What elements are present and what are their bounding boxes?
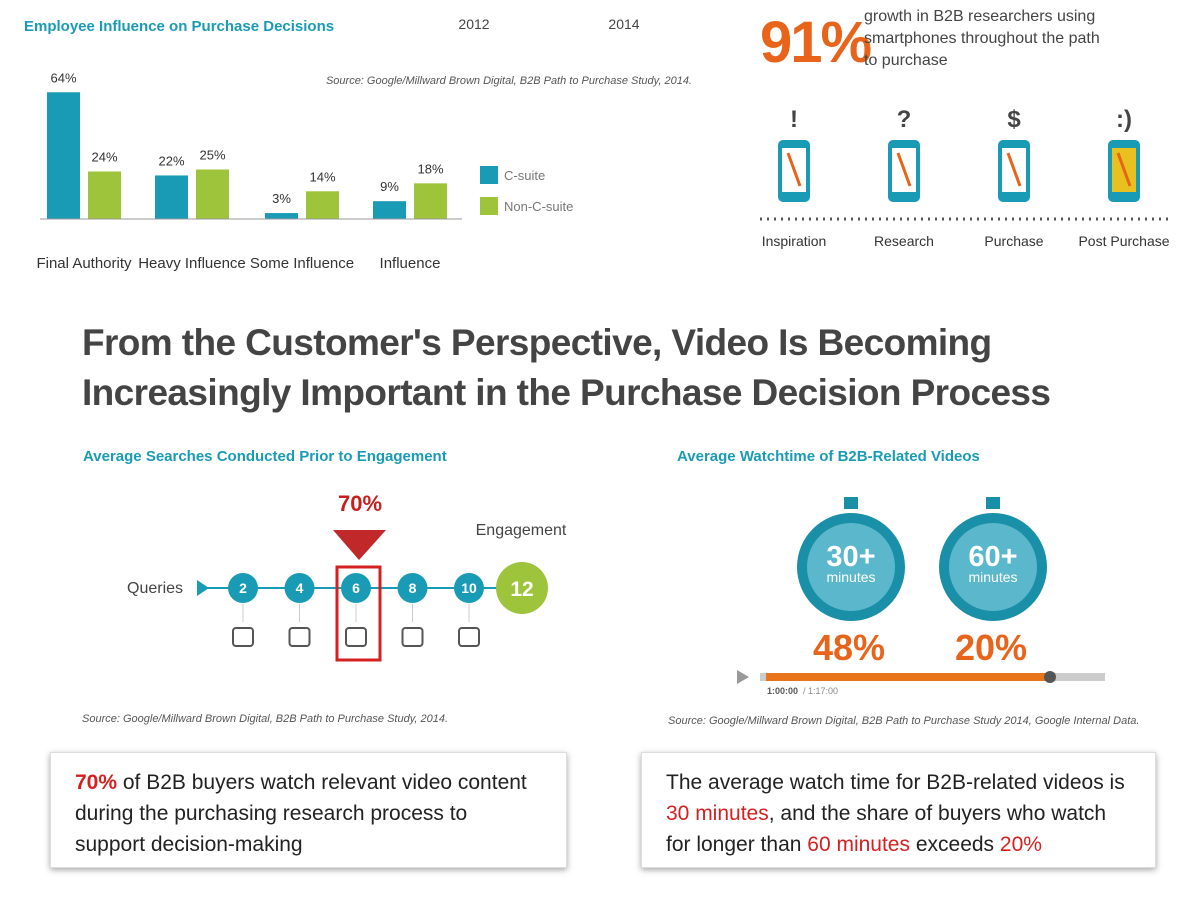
legend-label: Non-C-suite xyxy=(504,199,573,214)
value-label: 25% xyxy=(199,148,225,163)
duration: / 1:17:00 xyxy=(803,686,838,696)
value-label: 24% xyxy=(91,149,117,164)
value-label: 9% xyxy=(380,179,399,194)
callout: 70% of B2B buyers watch relevant video c… xyxy=(50,752,567,868)
callout-text: 20% xyxy=(999,833,1042,856)
step-circle xyxy=(454,573,484,603)
stage-label: Purchase xyxy=(984,233,1043,249)
step-icon xyxy=(288,627,311,647)
play-icon xyxy=(737,670,749,684)
end-label: Engagement xyxy=(476,522,567,539)
phone-glyph xyxy=(896,152,912,187)
stage-symbol: $ xyxy=(1007,106,1021,133)
phone-glyph xyxy=(1006,152,1022,187)
bar xyxy=(265,213,298,219)
legend-label: C-suite xyxy=(504,168,545,183)
step-icon xyxy=(345,627,367,647)
stage-symbol: :) xyxy=(1116,106,1132,133)
step-circle xyxy=(341,573,371,603)
step-value: 8 xyxy=(409,580,417,596)
stat-description: growth in B2B researchers using smartpho… xyxy=(864,8,1100,69)
bar xyxy=(414,183,447,219)
bar xyxy=(196,169,229,219)
share: 20% xyxy=(955,627,1027,668)
step-icon xyxy=(401,627,424,647)
stopwatch-crown xyxy=(844,497,858,509)
phone-glyph xyxy=(786,152,802,187)
annotation: 2014 xyxy=(608,16,639,32)
watchtime-title: Average Watchtime of B2B-Related Videos xyxy=(677,448,980,465)
step-circle xyxy=(228,573,258,603)
end-value: 12 xyxy=(510,578,533,601)
step-icon xyxy=(458,627,480,647)
bar xyxy=(373,201,406,219)
share: 48% xyxy=(813,627,885,668)
step-value: 10 xyxy=(461,580,477,596)
annotation: 2012 xyxy=(458,16,489,32)
timer-value: 30+ xyxy=(826,541,875,573)
headline: From the Customer's Perspective, Video I… xyxy=(82,322,1051,413)
bar xyxy=(155,175,188,219)
step-icon xyxy=(232,627,254,647)
value-label: 18% xyxy=(417,161,443,176)
step-value: 6 xyxy=(352,580,360,596)
step-circle xyxy=(397,573,428,603)
value-label: 14% xyxy=(309,169,335,184)
x-tick-label: Final Authority xyxy=(36,255,132,272)
step-circle xyxy=(284,573,315,603)
searches-title: Average Searches Conducted Prior to Enga… xyxy=(83,448,447,465)
callout-text: , and the share of buyers who watch for … xyxy=(666,802,1107,856)
highlight-box xyxy=(335,565,382,662)
stage-symbol: ! xyxy=(790,106,798,133)
step-value: 4 xyxy=(296,580,304,596)
value-label: 64% xyxy=(50,70,76,85)
x-tick-label: Heavy Influence xyxy=(138,255,246,272)
x-tick-label: Some Influence xyxy=(249,255,355,272)
stat-value: 91% xyxy=(760,10,872,75)
callout-text: 60 minutes xyxy=(807,833,910,856)
legend-swatch xyxy=(480,166,498,184)
bar xyxy=(88,171,121,219)
timer-value: 60+ xyxy=(968,541,1017,573)
progress-fill xyxy=(766,673,1050,681)
searches-source: Source: Google/Millward Brown Digital, B… xyxy=(82,713,449,725)
time: 1:00:00 xyxy=(767,686,798,696)
callout-text: The average watch time for B2B-related v… xyxy=(666,771,1125,794)
arrow xyxy=(197,580,209,596)
callout-text: exceeds xyxy=(910,833,1000,856)
legend-swatch xyxy=(480,197,498,215)
bar xyxy=(306,191,339,219)
callout-text: 30 minutes xyxy=(666,802,769,825)
step-value: 2 xyxy=(239,580,247,596)
timer-unit: minutes xyxy=(826,569,875,585)
highlight-pointer xyxy=(333,530,386,560)
value-label: 22% xyxy=(158,153,184,168)
callout: The average watch time for B2B-related v… xyxy=(641,752,1156,868)
stopwatch-crown xyxy=(986,497,1000,509)
phone-glyph xyxy=(1116,152,1132,187)
stage-label: Research xyxy=(874,233,934,249)
stage-label: Post Purchase xyxy=(1078,233,1169,249)
value-label: 3% xyxy=(272,191,291,206)
watchtime-source: Source: Google/Millward Brown Digital, B… xyxy=(668,715,1140,727)
start-label: Queries xyxy=(127,580,183,597)
chart-title: Employee Influence on Purchase Decisions xyxy=(24,18,334,35)
callout-text: of B2B buyers watch relevant video conte… xyxy=(75,771,527,856)
bar xyxy=(47,92,80,219)
stopwatch-face xyxy=(807,523,895,611)
x-tick-label: Influence xyxy=(379,255,441,272)
stage-label: Inspiration xyxy=(762,233,827,249)
end-circle xyxy=(496,562,548,614)
callout-text: 70% xyxy=(75,771,118,794)
source: Source: Google/Millward Brown Digital, B… xyxy=(326,75,692,87)
stopwatch-face xyxy=(949,523,1037,611)
timer-unit: minutes xyxy=(968,569,1017,585)
progress-knob xyxy=(1044,671,1056,683)
highlight: 70% xyxy=(338,491,382,516)
stage-symbol: ? xyxy=(897,106,912,133)
